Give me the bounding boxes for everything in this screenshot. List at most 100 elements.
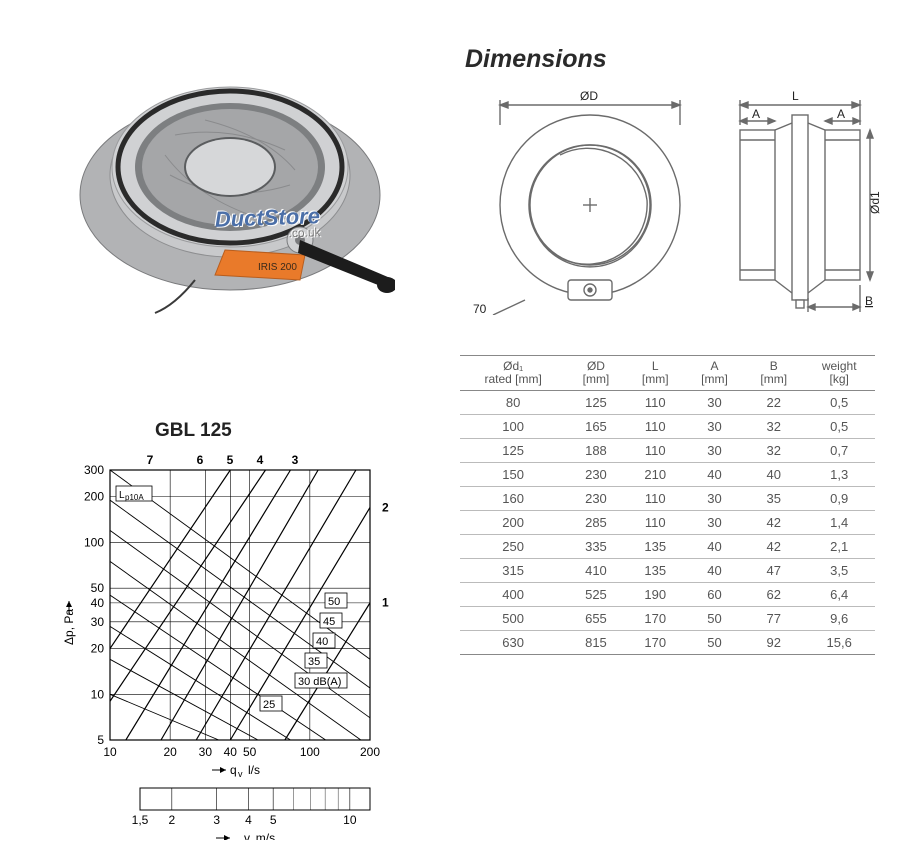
svg-text:45: 45: [323, 616, 335, 628]
dim-70: 70: [473, 302, 487, 315]
table-cell: 50: [685, 631, 744, 655]
table-cell: 0,5: [803, 391, 875, 415]
svg-text:4: 4: [245, 813, 252, 827]
svg-text:3: 3: [213, 813, 220, 827]
dim-OD: ØD: [580, 89, 598, 103]
table-cell: 40: [685, 559, 744, 583]
dimensions-table: Ød₁rated [mm]ØD[mm]L[mm]A[mm]B[mm]weight…: [460, 355, 875, 655]
svg-text:40: 40: [316, 636, 328, 648]
svg-text:7: 7: [147, 453, 154, 467]
table-cell: 1,3: [803, 463, 875, 487]
table-row: 10016511030320,5: [460, 415, 875, 439]
table-row: 31541013540473,5: [460, 559, 875, 583]
svg-text:50: 50: [328, 596, 340, 608]
table-cell: 1,4: [803, 511, 875, 535]
table-row: 40052519060626,4: [460, 583, 875, 607]
table-col-header: Ød₁rated [mm]: [460, 356, 566, 391]
svg-text:25: 25: [263, 699, 275, 711]
table-cell: 150: [460, 463, 566, 487]
table-cell: 500: [460, 607, 566, 631]
dim-Od1: Ød1: [868, 191, 882, 214]
table-cell: 32: [744, 439, 803, 463]
table-row: 12518811030320,7: [460, 439, 875, 463]
table-row: 20028511030421,4: [460, 511, 875, 535]
table-cell: 6,4: [803, 583, 875, 607]
table-cell: 0,7: [803, 439, 875, 463]
table-row: 8012511030220,5: [460, 391, 875, 415]
svg-text:100: 100: [84, 535, 104, 549]
table-cell: 62: [744, 583, 803, 607]
table-cell: 42: [744, 511, 803, 535]
table-cell: 210: [626, 463, 685, 487]
table-col-header: B[mm]: [744, 356, 803, 391]
table-cell: 160: [460, 487, 566, 511]
svg-text:300: 300: [84, 463, 104, 477]
svg-text:1,5: 1,5: [132, 813, 149, 827]
table-cell: 30: [685, 415, 744, 439]
product-image: IRIS 200 DuctStore .co.uk: [45, 35, 425, 355]
table-cell: 3,5: [803, 559, 875, 583]
table-cell: 2,1: [803, 535, 875, 559]
table-cell: 35: [744, 487, 803, 511]
svg-text:40: 40: [224, 745, 238, 759]
svg-text:l/s: l/s: [248, 763, 260, 777]
table-header-row: Ød₁rated [mm]ØD[mm]L[mm]A[mm]B[mm]weight…: [460, 356, 875, 391]
table-cell: 125: [566, 391, 625, 415]
dim-svg: ØD 70: [465, 85, 885, 315]
svg-text:10: 10: [343, 813, 357, 827]
table-body: 8012511030220,510016511030320,5125188110…: [460, 391, 875, 655]
table-cell: 77: [744, 607, 803, 631]
table-cell: 32: [744, 415, 803, 439]
table-col-header: L[mm]: [626, 356, 685, 391]
table-cell: 92: [744, 631, 803, 655]
svg-text:10: 10: [103, 745, 117, 759]
table-cell: 410: [566, 559, 625, 583]
table-cell: 15,6: [803, 631, 875, 655]
dim-A2: A: [837, 107, 845, 121]
table-cell: 285: [566, 511, 625, 535]
svg-text:6: 6: [197, 453, 204, 467]
svg-text:2: 2: [168, 813, 175, 827]
svg-text:200: 200: [84, 490, 104, 504]
table-cell: 100: [460, 415, 566, 439]
table-row: 630815170509215,6: [460, 631, 875, 655]
table-cell: 110: [626, 439, 685, 463]
table-cell: 655: [566, 607, 625, 631]
table-cell: 40: [744, 463, 803, 487]
table-cell: 315: [460, 559, 566, 583]
svg-text:10: 10: [91, 687, 105, 701]
table-cell: 250: [460, 535, 566, 559]
svg-text:50: 50: [91, 581, 105, 595]
model-label: IRIS 200: [258, 262, 297, 273]
svg-text:200: 200: [360, 745, 380, 759]
table-cell: 170: [626, 607, 685, 631]
dim-B: B: [865, 294, 873, 308]
product-svg: IRIS 200: [75, 55, 395, 315]
table-cell: 30: [685, 439, 744, 463]
table-cell: 335: [566, 535, 625, 559]
table-cell: 815: [566, 631, 625, 655]
table-cell: 47: [744, 559, 803, 583]
table-cell: 400: [460, 583, 566, 607]
table-cell: 230: [566, 487, 625, 511]
table-cell: 190: [626, 583, 685, 607]
table-cell: 630: [460, 631, 566, 655]
svg-text:v: v: [238, 769, 243, 779]
table-cell: 50: [685, 607, 744, 631]
chart-svg: 5102030405010020030010203040501002007654…: [55, 440, 435, 840]
svg-text:30: 30: [91, 615, 105, 629]
table-cell: 30: [685, 487, 744, 511]
svg-text:40: 40: [91, 596, 105, 610]
chart: GBL 125 51020304050100200300102030405010…: [55, 420, 435, 840]
table-cell: 125: [460, 439, 566, 463]
table-row: 15023021040401,3: [460, 463, 875, 487]
table-cell: 110: [626, 391, 685, 415]
svg-text:1: 1: [382, 595, 389, 609]
svg-text:30 dB(A): 30 dB(A): [298, 676, 341, 688]
table-cell: 135: [626, 559, 685, 583]
svg-text:20: 20: [163, 745, 177, 759]
table-cell: 110: [626, 415, 685, 439]
svg-text:5: 5: [270, 813, 277, 827]
svg-text:50: 50: [243, 745, 257, 759]
table-cell: 165: [566, 415, 625, 439]
